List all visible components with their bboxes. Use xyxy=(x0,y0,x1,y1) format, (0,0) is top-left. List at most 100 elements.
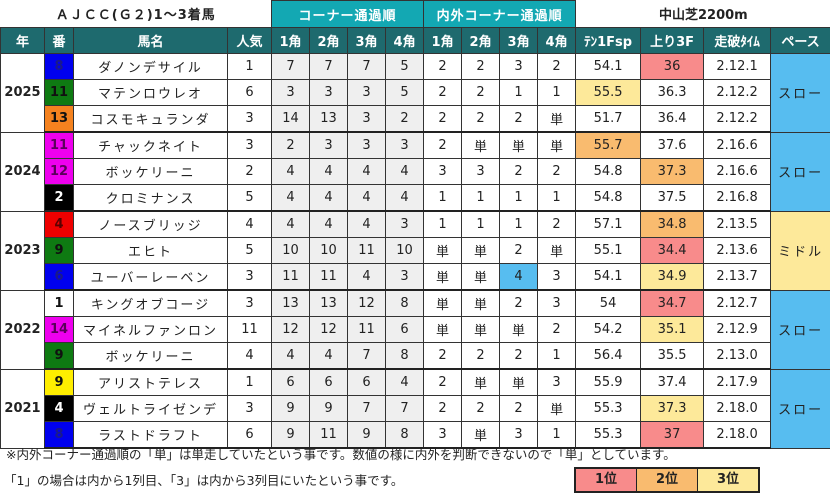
ten1f-speed: 55.3 xyxy=(575,395,642,422)
ten1f-speed: 55.1 xyxy=(575,237,642,264)
table-row: 2024 11 チャックネイト 3 2 3 3 3 2 単単単 55.7 37.6 2.16.6 スロー xyxy=(0,131,830,212)
year-cell: 2024 xyxy=(0,131,45,212)
col-header-inout3: 3角 xyxy=(499,27,539,54)
agari-3f: 37.3 xyxy=(640,158,705,185)
finish-time: 2.12.7 xyxy=(703,289,772,317)
corner-3-position: 4 xyxy=(347,184,387,212)
agari-3f: 34.9 xyxy=(640,263,705,291)
col-header-inout2: 2角 xyxy=(461,27,501,54)
horse-name: ダノンデサイル xyxy=(73,53,228,80)
horse-name: マテンロウレオ xyxy=(73,79,228,106)
horse-number-badge: 8 xyxy=(44,53,74,80)
ten1f-speed: 56.4 xyxy=(575,342,642,370)
ten1f-speed: 54 xyxy=(575,289,642,317)
corner-1-position: 13 xyxy=(271,289,311,317)
inout-corner-3: 1 xyxy=(499,79,539,106)
agari-3f: 34.4 xyxy=(640,237,705,264)
agari-3f: 35.1 xyxy=(640,316,705,343)
inout-corner-4: 単 xyxy=(537,237,577,264)
inout-corner-4: 2 xyxy=(537,158,577,185)
finish-time: 2.18.0 xyxy=(703,395,772,422)
footnote-2: 「1」の場合は内から1列目、「3」は内から3列目にいたという事です。 xyxy=(4,473,404,488)
table-row: 2025 8 ダノンデサイル 1 7 7 7 5 2 2 3 2 54.1 36 2.12.1 スロー xyxy=(0,53,830,133)
inout-corner-3: 単 xyxy=(499,131,539,159)
horse-number-badge: 2 xyxy=(44,184,74,212)
corner-3-position: 7 xyxy=(347,395,387,422)
inout-corner-2: 単 xyxy=(461,368,501,396)
corner-2-position: 13 xyxy=(309,105,349,133)
popularity-cell: 4 xyxy=(226,342,273,370)
agari-3f: 37.6 xyxy=(640,131,705,159)
finish-time: 2.13.0 xyxy=(703,342,772,370)
ten1f-speed: 57.1 xyxy=(575,210,642,238)
horse-number-badge: 14 xyxy=(44,316,74,343)
corner-2-position: 3 xyxy=(309,131,349,159)
popularity-cell: 3 xyxy=(226,395,273,422)
corner-4-position: 5 xyxy=(385,79,425,106)
table-row: 8 ラストドラフト 6 9 11 9 8 3 単 3 1 55.3 37 2.18.0 xyxy=(1,421,830,449)
inout-corner-3: 単 xyxy=(499,368,539,396)
table-row: 11 マテンロウレオ 6 3 3 3 5 2 2 1 1 55.5 36.3 2.12.2 xyxy=(1,79,830,106)
inout-corner-2: 単 xyxy=(461,237,501,264)
ten1f-speed: 51.7 xyxy=(575,105,642,133)
corner-2-position: 7 xyxy=(309,53,349,80)
inout-corner-2: 2 xyxy=(461,53,501,80)
inout-corner-2: 2 xyxy=(461,342,501,370)
table-row: 2 クロミナンス 5 4 4 4 4 1 1 1 1 54.8 37.5 2.16.8 xyxy=(1,184,830,212)
corner-1-position: 4 xyxy=(271,184,311,212)
corner-4-position: 5 xyxy=(385,53,425,80)
horse-name: ヴェルトライゼンデ xyxy=(73,395,228,422)
corner-2-position: 10 xyxy=(309,237,349,264)
corner-2-position: 4 xyxy=(309,158,349,185)
inout-corner-3: 単 xyxy=(499,316,539,343)
inout-corner-4: 2 xyxy=(537,316,577,343)
corner-1-position: 4 xyxy=(271,158,311,185)
horse-number-badge: 11 xyxy=(44,131,74,159)
horse-number-badge: 1 xyxy=(44,289,74,317)
col-header-time: 走破ﾀｲﾑ xyxy=(703,27,772,54)
inout-corner-1: 2 xyxy=(423,395,463,422)
finish-time: 2.12.2 xyxy=(703,79,772,106)
corner-4-position: 3 xyxy=(385,263,425,291)
table-row: 2022 1 キングオブコージ 3 13 13 12 8 単単 2 3 54 34.7 2.12.7 スロー xyxy=(0,289,830,370)
popularity-cell: 1 xyxy=(226,53,273,80)
corner-4-position: 3 xyxy=(385,131,425,159)
rank-legend: 1位 2位 3位 xyxy=(574,467,760,493)
inout-corner-1: 2 xyxy=(423,53,463,80)
corner-2-position: 4 xyxy=(309,210,349,238)
corner-1-position: 11 xyxy=(271,263,311,291)
finish-time: 2.16.6 xyxy=(703,158,772,185)
corner-2-position: 6 xyxy=(309,368,349,396)
horse-name: ノースブリッジ xyxy=(73,210,228,238)
inout-corner-2: 2 xyxy=(461,79,501,106)
finish-time: 2.13.6 xyxy=(703,237,772,264)
col-header-popularity: 人気 xyxy=(226,27,273,54)
corner-4-position: 4 xyxy=(385,184,425,212)
col-header-corner1: 1角 xyxy=(271,27,311,54)
inout-corner-1: 2 xyxy=(423,368,463,396)
popularity-cell: 11 xyxy=(226,316,273,343)
corner-1-position: 4 xyxy=(271,210,311,238)
col-header-corner4: 4角 xyxy=(385,27,425,54)
col-header-horse: 馬名 xyxy=(73,27,228,54)
legend-rank3: 3位 xyxy=(698,469,758,491)
corner-2-position: 4 xyxy=(309,184,349,212)
horse-number-badge: 4 xyxy=(44,395,74,422)
ten1f-speed: 54.1 xyxy=(575,263,642,291)
inout-corner-2: 2 xyxy=(461,105,501,133)
inout-corner-4: 3 xyxy=(537,263,577,291)
footnote-1: ※内外コーナー通過順の「単」は単走していたという事です。数値の様に内外を判断でき… xyxy=(6,447,676,462)
agari-3f: 35.5 xyxy=(640,342,705,370)
corner-3-position: 11 xyxy=(347,237,387,264)
popularity-cell: 3 xyxy=(226,131,273,159)
inout-corner-3: 1 xyxy=(499,210,539,238)
horse-name: キングオブコージ xyxy=(73,289,228,317)
corner-2-position: 3 xyxy=(309,79,349,106)
corner-4-position: 7 xyxy=(385,395,425,422)
ten1f-speed: 55.3 xyxy=(575,421,642,449)
popularity-cell: 3 xyxy=(226,105,273,133)
corner-3-position: 4 xyxy=(347,210,387,238)
popularity-cell: 5 xyxy=(226,237,273,264)
col-header-inout1: 1角 xyxy=(423,27,463,54)
